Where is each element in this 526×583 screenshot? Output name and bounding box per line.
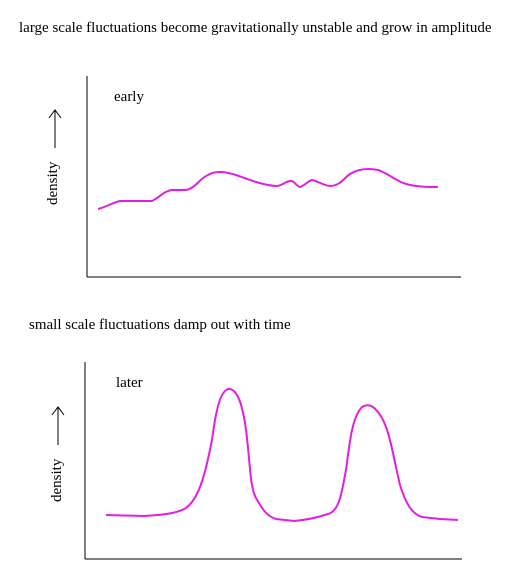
top-panel-axes — [86, 76, 461, 278]
middle-caption: small scale fluctuations damp out with t… — [29, 317, 291, 333]
panel-label-later: later — [116, 375, 143, 391]
panel-label-early: early — [114, 89, 144, 105]
up-arrow-icon — [48, 109, 62, 148]
density-curve-later — [105, 388, 459, 523]
up-arrow-icon — [51, 406, 65, 445]
bottom-panel-axes — [84, 362, 462, 560]
density-curve-early — [97, 168, 439, 210]
top-caption: large scale fluctuations become gravitat… — [19, 20, 492, 36]
